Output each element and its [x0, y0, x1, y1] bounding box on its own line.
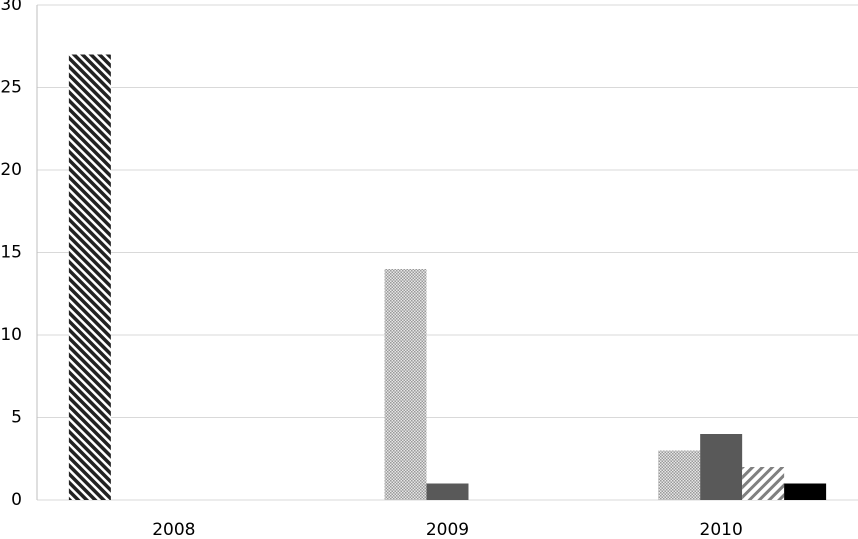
bar — [658, 450, 701, 500]
bar — [784, 483, 827, 500]
y-tick-label: 5 — [11, 408, 22, 428]
y-tick-label: 15 — [0, 243, 22, 263]
bar — [68, 54, 111, 500]
bar — [426, 483, 469, 500]
y-tick-label: 20 — [0, 160, 22, 180]
bar — [742, 467, 785, 500]
y-tick-label: 30 — [0, 0, 22, 15]
x-tick-label: 2008 — [152, 520, 195, 539]
x-tick-label: 2009 — [426, 520, 469, 539]
bar — [700, 434, 743, 500]
y-tick-label: 0 — [11, 490, 22, 510]
y-tick-label: 25 — [0, 78, 22, 98]
bar — [384, 269, 427, 500]
y-tick-label: 10 — [0, 325, 22, 345]
x-tick-label: 2010 — [700, 520, 743, 539]
